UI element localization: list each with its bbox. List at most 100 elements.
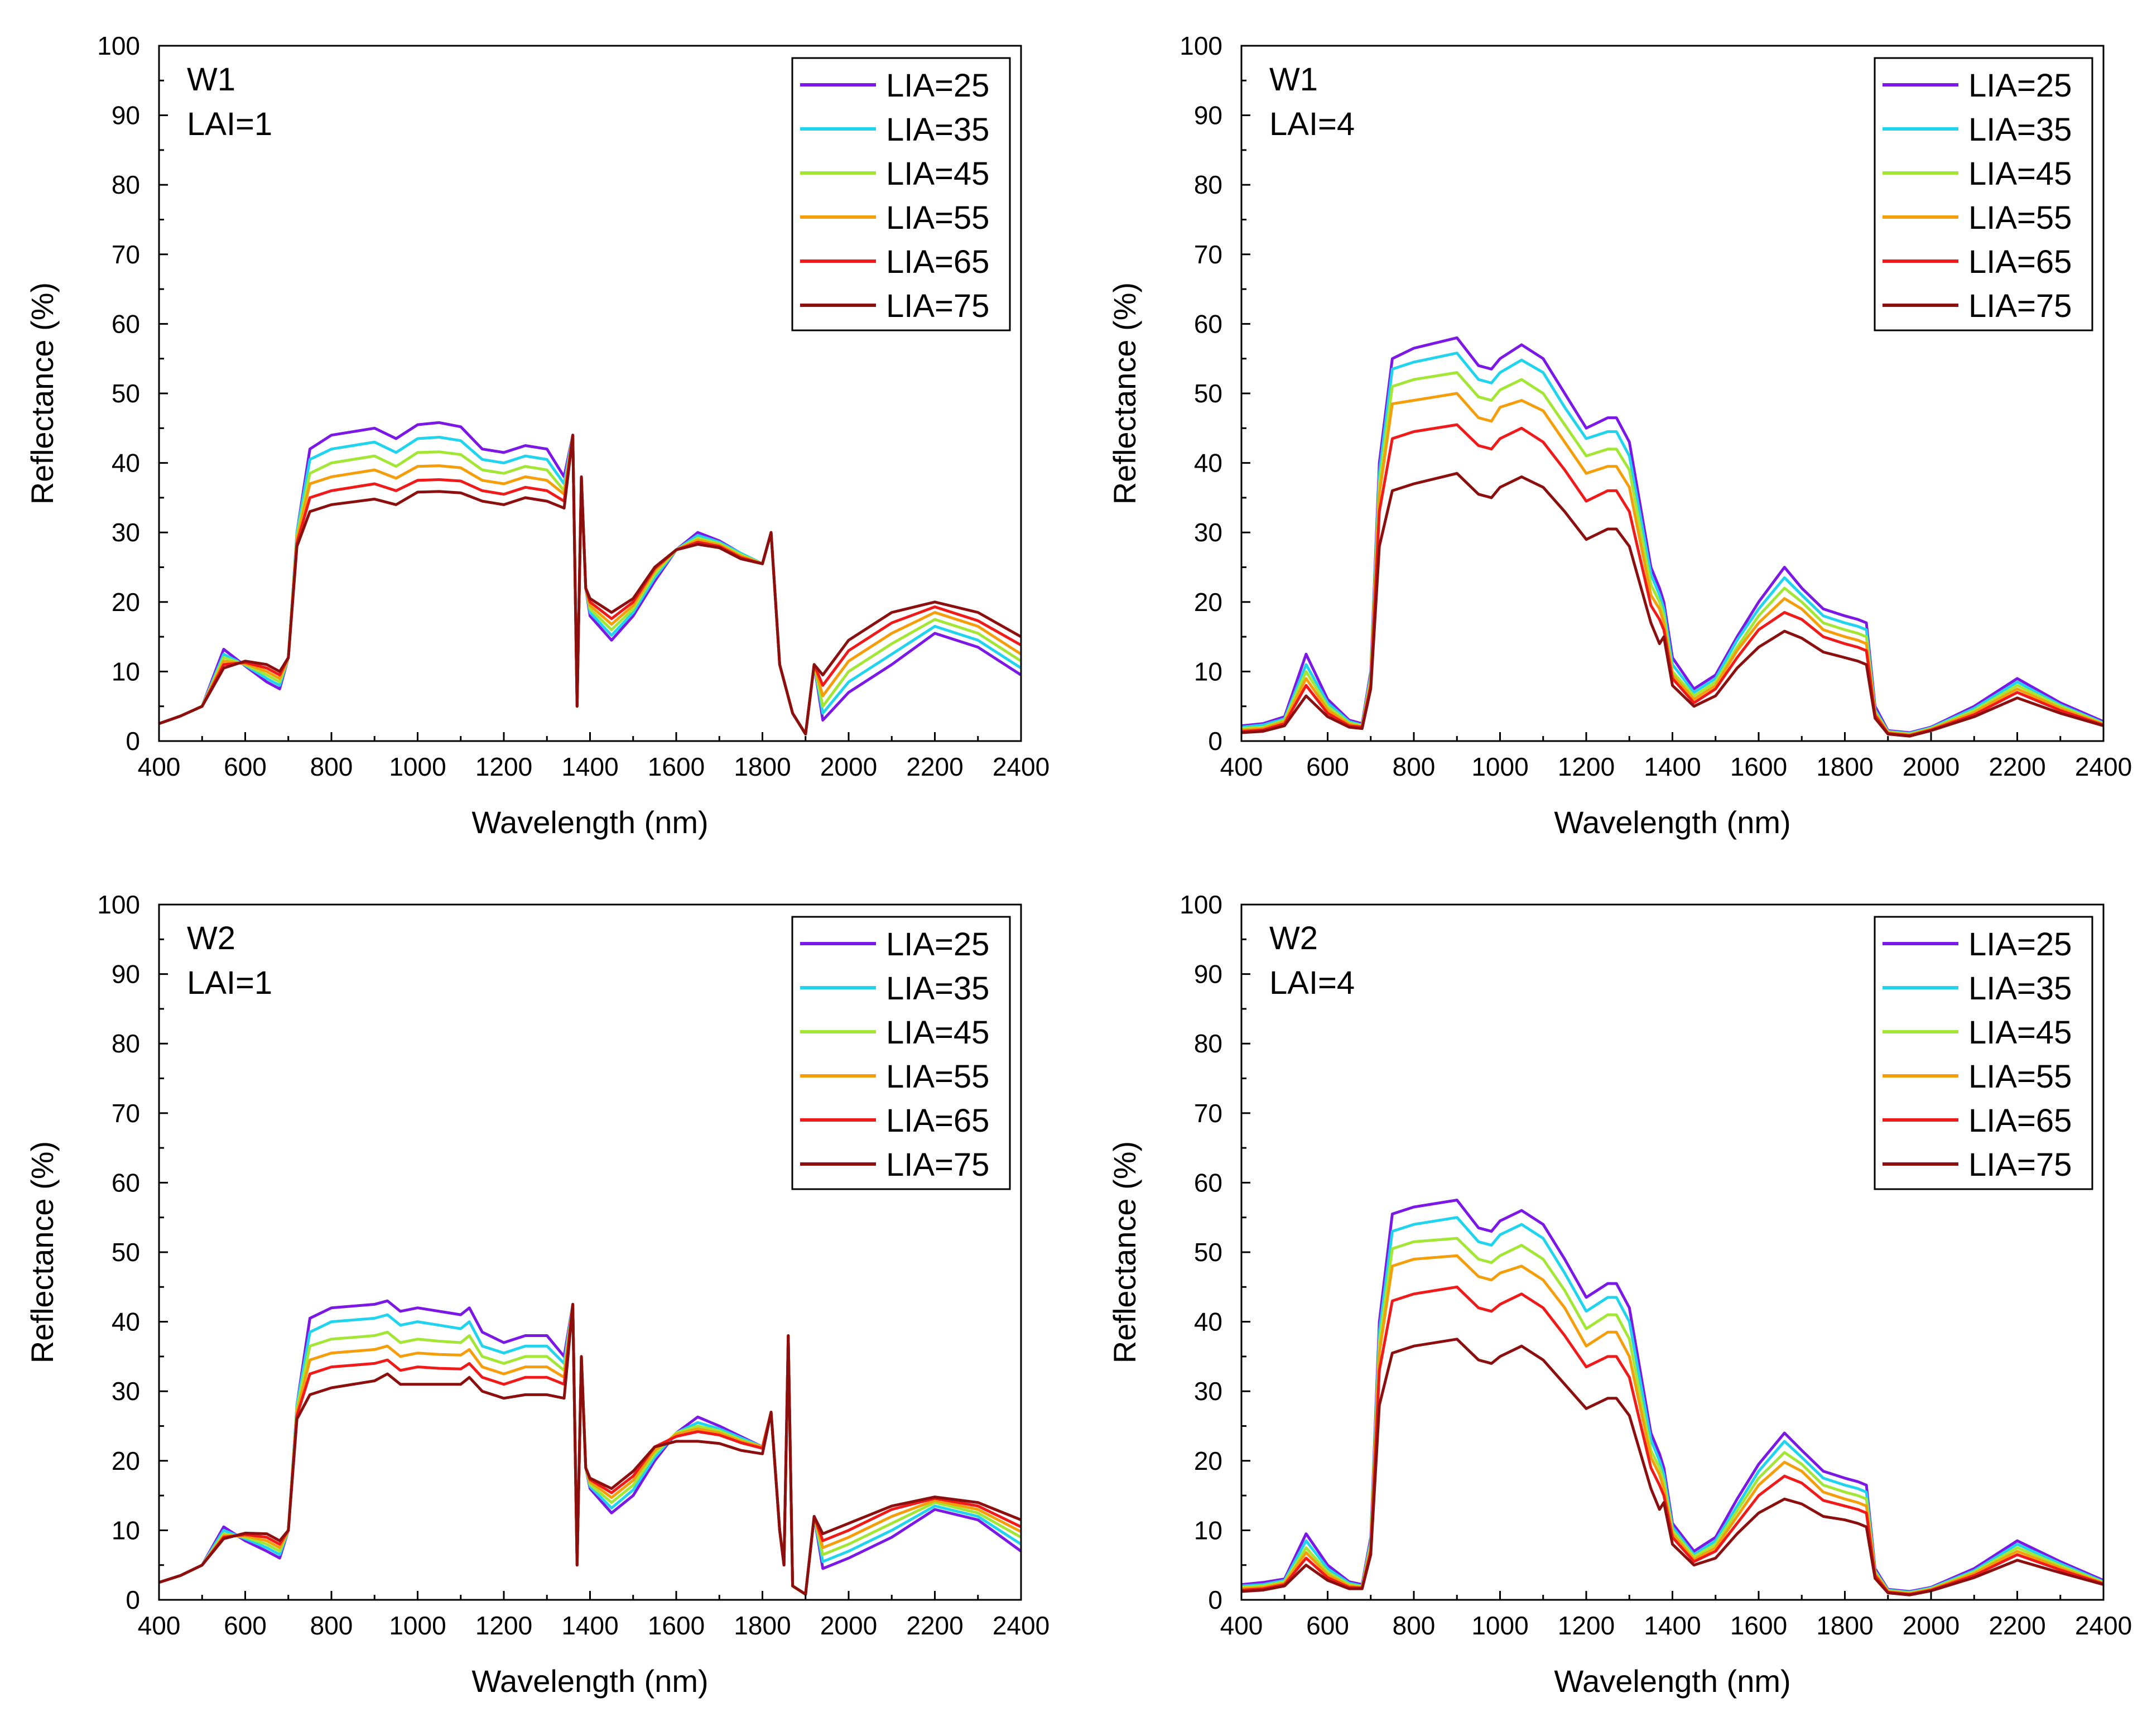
x-tick-label: 600	[224, 752, 267, 781]
x-tick-label: 2000	[820, 1611, 877, 1640]
series-line-lia-75	[159, 1302, 1021, 1596]
legend-box	[1874, 916, 2093, 1190]
panel-label-line-2: LAI=1	[187, 106, 272, 142]
y-tick-label: 70	[112, 1099, 140, 1128]
y-tick-label: 60	[112, 1168, 140, 1197]
x-tick-label: 2000	[820, 752, 877, 781]
y-tick-label: 30	[112, 1377, 140, 1406]
x-tick-label: 800	[310, 1611, 353, 1640]
y-tick-label: 80	[1194, 1029, 1222, 1058]
legend: LIA=25 LIA=35 LIA=45 LIA=55 LIA=65 LIA=75	[791, 916, 1011, 1190]
y-tick-label: 10	[112, 657, 140, 686]
x-tick-label: 400	[138, 1611, 181, 1640]
y-tick-label: 100	[1179, 31, 1222, 60]
y-tick-label: 30	[1194, 1377, 1222, 1406]
x-tick-label: 400	[1220, 752, 1263, 781]
series-line-lia-35	[159, 1302, 1021, 1596]
legend-label: LIA=65	[886, 1103, 989, 1139]
x-tick-label: 600	[224, 1611, 267, 1640]
y-tick-label: 90	[112, 960, 140, 989]
y-tick-label: 60	[1194, 1168, 1222, 1197]
series-line-lia-45	[159, 434, 1021, 735]
y-tick-label: 40	[112, 1307, 140, 1336]
x-tick-label: 600	[1306, 752, 1349, 781]
x-axis-title: Wavelength (nm)	[471, 1663, 708, 1699]
y-tick-label: 90	[1194, 960, 1222, 989]
y-tick-label: 10	[1194, 1516, 1222, 1545]
x-tick-label: 2200	[1989, 1611, 2045, 1640]
y-tick-label: 70	[1194, 1099, 1222, 1128]
series-lines	[1241, 336, 2103, 738]
y-tick-label: 50	[112, 379, 140, 408]
series-lines	[1241, 1199, 2103, 1596]
chart-panel-3: 400 600 800 1000 1200 1400 1600 1800 2000 2200 240…	[25, 890, 1049, 1699]
x-tick-label: 2400	[2075, 752, 2132, 781]
y-tick-label: 50	[112, 1238, 140, 1267]
series-line-lia-75	[1241, 1338, 2103, 1596]
y-tick-label: 0	[126, 1585, 140, 1614]
legend-label: LIA=55	[886, 1059, 989, 1095]
series-line-lia-55	[159, 434, 1021, 735]
legend-label: LIA=65	[1968, 244, 2072, 280]
x-tick-label: 2400	[993, 1611, 1049, 1640]
x-tick-label: 2000	[1903, 1611, 1960, 1640]
panel-label-line-1: W1	[187, 61, 235, 98]
chart-panel-2: 400 600 800 1000 1200 1400 1600 1800 2000 2200 240…	[1107, 31, 2132, 840]
y-tick-label: 0	[1208, 1585, 1222, 1614]
chart-panel-4: 400 600 800 1000 1200 1400 1600 1800 2000 2200 240…	[1107, 890, 2132, 1699]
legend-label: LIA=25	[886, 68, 989, 104]
legend-label: LIA=45	[886, 156, 989, 192]
series-line-lia-25	[159, 421, 1021, 735]
y-tick-label: 30	[112, 518, 140, 547]
x-tick-label: 1600	[648, 752, 705, 781]
x-tick-label: 800	[1393, 752, 1436, 781]
x-tick-label: 2400	[993, 752, 1049, 781]
legend-box	[791, 57, 1011, 331]
y-tick-label: 60	[112, 309, 140, 338]
y-tick-label: 10	[112, 1516, 140, 1545]
y-tick-label: 70	[112, 240, 140, 269]
y-tick-label: 50	[1194, 1238, 1222, 1267]
x-tick-label: 1200	[1558, 752, 1615, 781]
y-tick-label: 60	[1194, 309, 1222, 338]
legend-label: LIA=45	[886, 1014, 989, 1051]
x-tick-label: 2200	[1989, 752, 2045, 781]
y-tick-label: 80	[112, 1029, 140, 1058]
panel-label-line-1: W2	[1269, 920, 1318, 956]
y-tick-label: 80	[112, 170, 140, 199]
x-tick-label: 1200	[475, 1611, 532, 1640]
x-tick-label: 2200	[906, 1611, 963, 1640]
y-tick-label: 10	[1194, 657, 1222, 686]
legend: LIA=25 LIA=35 LIA=45 LIA=55 LIA=65 LIA=75	[1874, 916, 2093, 1190]
y-tick-label: 20	[112, 588, 140, 617]
x-tick-label: 800	[310, 752, 353, 781]
legend-label: LIA=25	[886, 926, 989, 963]
panel-label-line-1: W2	[187, 920, 235, 956]
y-tick-label: 100	[97, 31, 140, 60]
x-tick-label: 1200	[1558, 1611, 1615, 1640]
series-lines	[159, 421, 1021, 735]
legend: LIA=25 LIA=35 LIA=45 LIA=55 LIA=65 LIA=75	[791, 57, 1011, 331]
series-line-lia-35	[159, 434, 1021, 735]
y-tick-label: 50	[1194, 379, 1222, 408]
y-tick-label: 40	[1194, 449, 1222, 478]
legend-label: LIA=45	[1968, 156, 2072, 192]
series-line-lia-75	[1241, 472, 2103, 738]
x-tick-label: 2000	[1903, 752, 1960, 781]
y-tick-label: 40	[112, 449, 140, 478]
legend-label: LIA=65	[1968, 1103, 2072, 1139]
y-axis-title: Reflectance (%)	[1107, 1141, 1142, 1363]
legend-label: LIA=75	[886, 1147, 989, 1183]
legend-label: LIA=35	[1968, 112, 2072, 148]
x-tick-label: 1800	[1816, 752, 1873, 781]
legend: LIA=25 LIA=35 LIA=45 LIA=55 LIA=65 LIA=75	[1874, 57, 2093, 331]
y-tick-label: 70	[1194, 240, 1222, 269]
panel-label-line-2: LAI=1	[187, 965, 272, 1001]
x-tick-label: 400	[1220, 1611, 1263, 1640]
series-line-lia-25	[159, 1299, 1021, 1596]
legend-label: LIA=55	[886, 200, 989, 236]
x-tick-label: 1400	[561, 752, 618, 781]
x-tick-label: 1000	[1471, 752, 1528, 781]
x-tick-label: 1800	[734, 752, 791, 781]
